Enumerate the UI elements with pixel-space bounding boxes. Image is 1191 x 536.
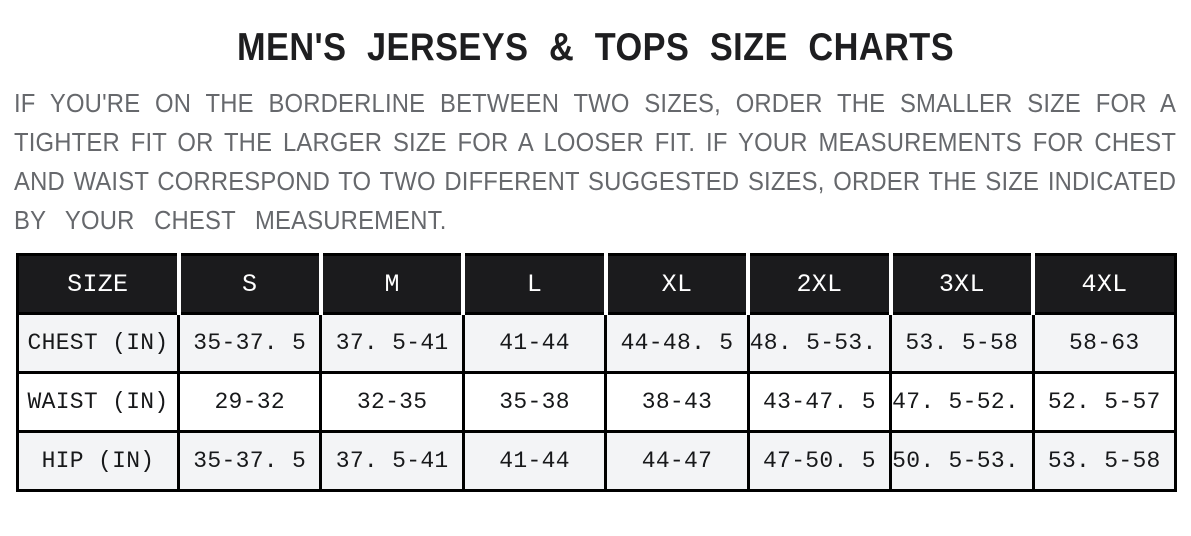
chest-value-s: 35-37. 5 <box>176 312 323 374</box>
table-row-waist: WAIST (IN) 29-32 32-35 35-38 38-43 43-47… <box>16 371 1178 433</box>
chest-value-2xl: 48. 5-53. 5 <box>746 312 893 374</box>
waist-value-2xl: 43-47. 5 <box>746 371 893 433</box>
column-header-s: S <box>176 253 323 315</box>
column-header-xl: XL <box>603 253 750 315</box>
hip-value-4xl: 53. 5-58 <box>1031 430 1178 492</box>
intro-line: IF YOU'RE ON THE BORDERLINE BETWEEN TWO … <box>14 88 1177 118</box>
hip-value-s: 35-37. 5 <box>176 430 323 492</box>
waist-value-4xl: 52. 5-57 <box>1031 371 1178 433</box>
chest-value-3xl: 53. 5-58 <box>889 312 1035 374</box>
chest-value-4xl: 58-63 <box>1031 312 1178 374</box>
intro-paragraph: IF YOU'RE ON THE BORDERLINE BETWEEN TWO … <box>14 84 1176 240</box>
hip-value-xl: 44-47 <box>604 430 750 492</box>
column-header-3xl: 3XL <box>888 253 1035 315</box>
row-label-hip: HIP (IN) <box>16 430 180 492</box>
intro-line: AND WAIST CORRESPOND TO TWO DIFFERENT SU… <box>14 166 1177 196</box>
intro-line: TIGHTER FIT OR THE LARGER SIZE FOR A LOO… <box>14 127 1177 157</box>
column-header-4xl: 4XL <box>1031 253 1178 315</box>
chest-value-m: 37. 5-41 <box>319 312 465 374</box>
column-header-size: SIZE <box>16 253 180 315</box>
chest-value-l: 41-44 <box>461 312 608 374</box>
hip-value-l: 41-44 <box>461 430 608 492</box>
column-header-2xl: 2XL <box>746 253 893 315</box>
hip-value-3xl: 50. 5-53. 5 <box>889 430 1035 492</box>
column-header-m: M <box>318 253 465 315</box>
size-table-header: SIZE S M L XL 2XL 3XL 4XL <box>16 253 1178 315</box>
table-row-chest: CHEST (IN) 35-37. 5 37. 5-41 41-44 44-48… <box>16 312 1178 374</box>
row-label-waist: WAIST (IN) <box>16 371 180 433</box>
column-header-l: L <box>461 253 608 315</box>
table-row-hip: HIP (IN) 35-37. 5 37. 5-41 41-44 44-47 4… <box>16 430 1178 492</box>
header-row: SIZE S M L XL 2XL 3XL 4XL <box>16 253 1178 315</box>
hip-value-2xl: 47-50. 5 <box>746 430 893 492</box>
hip-value-m: 37. 5-41 <box>319 430 465 492</box>
waist-value-xl: 38-43 <box>604 371 750 433</box>
waist-value-l: 35-38 <box>461 371 608 433</box>
page-title: MEN'S JERSEYS & TOPS SIZE CHARTS <box>236 26 955 69</box>
row-label-chest: CHEST (IN) <box>16 312 180 374</box>
waist-value-s: 29-32 <box>176 371 323 433</box>
waist-value-3xl: 47. 5-52. 5 <box>889 371 1035 433</box>
chest-value-xl: 44-48. 5 <box>604 312 750 374</box>
intro-line: BY YOUR CHEST MEASUREMENT. <box>14 205 447 235</box>
size-chart-table: SIZE S M L XL 2XL 3XL 4XL CHEST (IN) 35-… <box>16 253 1178 492</box>
waist-value-m: 32-35 <box>319 371 465 433</box>
